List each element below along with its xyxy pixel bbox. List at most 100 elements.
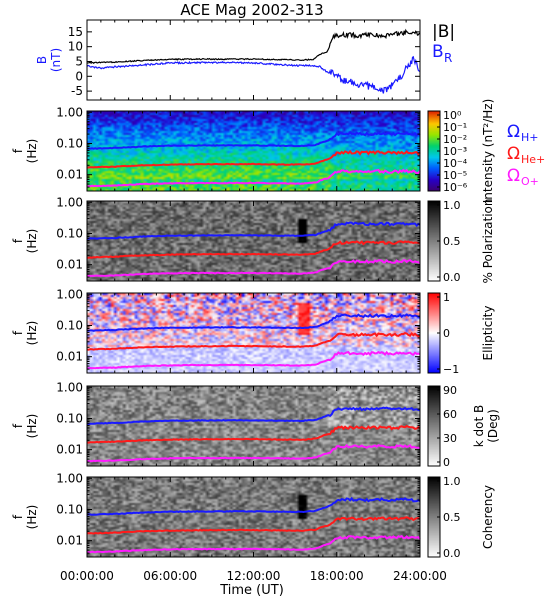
- intensity-colorbar-tick-label: 10⁻⁴: [443, 157, 468, 170]
- coherency-colorbar-title: Coherency: [481, 485, 495, 549]
- polarization-colorbar-tick-label: 0.5: [443, 235, 461, 248]
- coherency-cyclotron-line-o: [86, 534, 421, 554]
- ellipticity-y-axis-title-top: f: [11, 330, 25, 335]
- b-y-tick-label: 15: [68, 25, 83, 39]
- intensity-y-axis-title: f(Hz): [11, 139, 39, 164]
- x-tick-label: 00:00:00: [60, 569, 114, 583]
- ellipticity-y-axis-title: f(Hz): [11, 321, 39, 346]
- kdotb-colorbar-tick-label: 30: [443, 432, 457, 445]
- coherency-cyclotron-line-he: [87, 516, 421, 535]
- intensity-cyclotron-line-h: [86, 131, 421, 150]
- kdotb-colorbar-frame: [427, 385, 441, 467]
- intensity-y-axis-title-top: f: [11, 148, 25, 153]
- polarization-y-tick-label: 1.00: [56, 195, 83, 209]
- legend-b-radial: B: [432, 42, 444, 62]
- legend-omega-O+: Ω: [507, 166, 520, 186]
- intensity-colorbar-tick-label: 10⁻³: [443, 145, 467, 158]
- x-tick-label: 24:00:00: [393, 569, 447, 583]
- b-y-axis-title: B(nT): [35, 48, 63, 72]
- kdotb-colorbar: [428, 386, 440, 466]
- legend-omega-sub-O+: O+: [521, 175, 539, 188]
- polarization-y-axis-title-bottom: (Hz): [25, 229, 39, 254]
- polarization-colorbar-title: % Polarization: [481, 199, 495, 284]
- kdotb-y-tick-label: 0.10: [56, 411, 83, 425]
- kdotb-heatmap: [87, 386, 420, 466]
- intensity-y-tick-label: 0.01: [56, 168, 83, 182]
- b-y-tick-label: 10: [68, 40, 83, 54]
- intensity-y-axis-title-bottom: (Hz): [25, 139, 39, 164]
- polarization-colorbar-tick-label: 0.0: [443, 271, 461, 284]
- x-tick-label: 12:00:00: [227, 569, 281, 583]
- polarization-cyclotron-line-o: [86, 259, 421, 277]
- kdotb-y-axis-title: f(Hz): [11, 414, 39, 439]
- polarization-y-axis-title: f(Hz): [11, 229, 39, 254]
- kdotb-colorbar-title: k dot B(Deg): [472, 405, 500, 447]
- ellipticity-cyclotron-line-he: [86, 331, 421, 351]
- polarization-cyclotron-line-he: [87, 240, 421, 259]
- coherency-cyclotron-line-h: [86, 496, 421, 516]
- ellipticity-colorbar-tick-label: 1: [443, 291, 450, 304]
- ellipticity-heatmap: [87, 293, 420, 373]
- coherency-y-tick-label: 1.00: [56, 471, 83, 485]
- ellipticity-y-tick-label: 0.01: [56, 350, 83, 364]
- kdotb-y-tick-label: 1.00: [56, 380, 83, 394]
- intensity-colorbar-tick-label: 10⁻²: [443, 133, 467, 146]
- kdotb-colorbar-title-top: k dot B: [472, 405, 486, 447]
- coherency-colorbar-title-top: Coherency: [481, 485, 495, 549]
- panel-lines: [86, 28, 421, 554]
- coherency-y-tick-label: 0.01: [56, 534, 83, 548]
- intensity-y-tick-label: 0.10: [56, 136, 83, 150]
- ellipticity-colorbar: [428, 293, 440, 373]
- ellipticity-colorbar-title: Ellipticity: [481, 306, 495, 361]
- legend-omega-He+: Ω: [507, 144, 520, 164]
- polarization-heatmap: [87, 201, 420, 281]
- legend-b-radial-sub: R: [444, 51, 452, 65]
- polarization-y-tick-label: 0.01: [56, 258, 83, 272]
- intensity-colorbar-tick-label: 10⁻¹: [443, 121, 467, 134]
- intensity-colorbar-title: Intensity (nT²/Hz): [481, 99, 495, 204]
- x-tick-label: 06:00:00: [143, 569, 197, 583]
- ellipticity-colorbar-tick-label: −1: [443, 363, 459, 376]
- b-total-line: [86, 28, 421, 64]
- legend-b-total: |B|: [432, 22, 455, 42]
- legend-omega-sub-H+: H+: [521, 131, 539, 144]
- b-y-axis-title-top: B: [35, 56, 49, 64]
- b-y-tick-label: -5: [71, 84, 83, 98]
- colorbars: [427, 110, 441, 558]
- kdotb-colorbar-tick-label: 0: [443, 456, 450, 469]
- coherency-colorbar-tick-label: 0.5: [443, 511, 461, 524]
- coherency-y-axis-title: f(Hz): [11, 505, 39, 530]
- kdotb-cyclotron-line-h: [86, 406, 421, 425]
- kdotb-cyclotron-line-o: [86, 443, 421, 463]
- polarization-colorbar-tick-label: 1.0: [443, 199, 461, 212]
- x-tick-label: 18:00:00: [310, 569, 364, 583]
- polarization-colorbar-title-top: % Polarization: [481, 199, 495, 284]
- legend-omega-sub-He+: He+: [521, 153, 545, 166]
- panel-axes: [86, 19, 421, 558]
- ellipticity-colorbar-title-top: Ellipticity: [481, 306, 495, 361]
- coherency-colorbar-tick-label: 0.0: [443, 547, 461, 560]
- b-y-tick-label: 0: [75, 69, 83, 83]
- figure-title: ACE Mag 2002-313: [180, 1, 323, 19]
- intensity-colorbar-tick-label: 10⁻⁶: [443, 181, 468, 194]
- kdotb-y-axis-title-bottom: (Hz): [25, 414, 39, 439]
- panel-images: [87, 111, 420, 557]
- kdotb-y-axis-title-top: f: [11, 423, 25, 428]
- intensity-cyclotron-line-he: [86, 149, 421, 169]
- ellipticity-colorbar-tick-label: 0: [443, 327, 450, 340]
- coherency-colorbar-tick-label: 1.0: [443, 475, 461, 488]
- polarization-cyclotron-line-h: [86, 221, 421, 240]
- coherency-y-tick-label: 0.10: [56, 502, 83, 516]
- ellipticity-y-tick-label: 1.00: [56, 287, 83, 301]
- ellipticity-y-axis-title-bottom: (Hz): [25, 321, 39, 346]
- axis-labels: 151050-5B(nT)1.000.100.01f(Hz)1.000.100.…: [11, 22, 545, 583]
- b-radial-line: [86, 55, 421, 94]
- x-axis-title: Time (UT): [219, 583, 284, 598]
- kdotb-y-tick-label: 0.01: [56, 443, 83, 457]
- kdotb-colorbar-tick-label: 60: [443, 408, 457, 421]
- polarization-y-axis-title-top: f: [11, 238, 25, 243]
- coherency-y-axis-title-top: f: [11, 514, 25, 519]
- kdotb-cyclotron-line-he: [86, 424, 421, 444]
- ellipticity-cyclotron-line-o: [86, 350, 421, 370]
